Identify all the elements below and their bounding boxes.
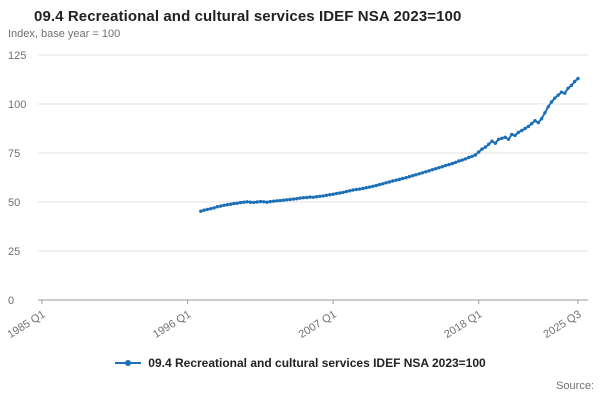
svg-text:2018 Q1: 2018 Q1 bbox=[442, 308, 484, 341]
legend-dot bbox=[125, 360, 132, 366]
svg-text:2007 Q1: 2007 Q1 bbox=[297, 308, 339, 341]
legend: 09.4 Recreational and cultural services … bbox=[0, 356, 600, 370]
line-chart: 0 25 50 75 100 125 1985 Q1 1996 Q1 2007 Q1 2018 Q… bbox=[5, 50, 588, 341]
svg-text:125: 125 bbox=[8, 50, 26, 62]
legend-line-marker-icon bbox=[115, 360, 142, 366]
svg-text:75: 75 bbox=[8, 148, 20, 160]
source-label: Source: bbox=[556, 380, 594, 392]
svg-text:0: 0 bbox=[8, 295, 14, 307]
svg-text:100: 100 bbox=[8, 99, 26, 111]
legend-label: 09.4 Recreational and cultural services … bbox=[148, 356, 486, 370]
chart-subtitle: Index, base year = 100 bbox=[8, 28, 121, 40]
svg-text:2025 Q3: 2025 Q3 bbox=[541, 308, 583, 341]
svg-text:1996 Q1: 1996 Q1 bbox=[151, 308, 193, 341]
svg-text:50: 50 bbox=[8, 197, 20, 209]
chart-title: 09.4 Recreational and cultural services … bbox=[34, 8, 462, 25]
svg-text:1985 Q1: 1985 Q1 bbox=[5, 308, 47, 341]
svg-text:25: 25 bbox=[8, 246, 20, 258]
